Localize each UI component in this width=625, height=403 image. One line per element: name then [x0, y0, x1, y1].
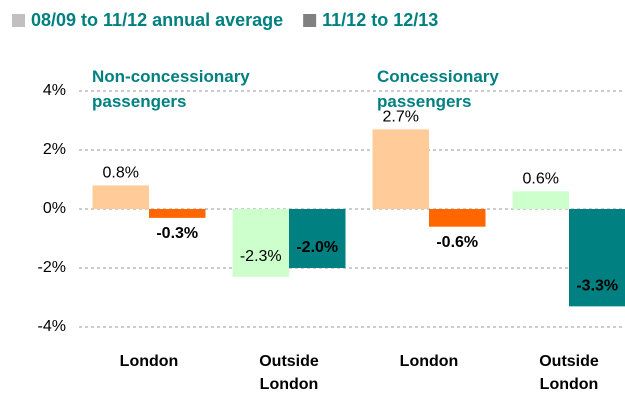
- bar: [569, 209, 625, 307]
- y-tick-label: 4%: [43, 82, 66, 99]
- y-tick-label: 2%: [43, 141, 66, 158]
- value-label: -3.3%: [576, 278, 618, 295]
- x-tick-label: Outside London: [259, 353, 319, 393]
- x-tick-label: Outside London: [539, 353, 599, 393]
- value-label: -0.6%: [436, 234, 478, 251]
- bar: [289, 209, 346, 268]
- y-tick-label: -4%: [38, 318, 66, 335]
- bar: [92, 185, 149, 209]
- bar: [429, 209, 486, 227]
- x-tick-label: London: [399, 353, 459, 370]
- legend-label: 11/12 to 12/13: [322, 10, 438, 30]
- bar: [149, 209, 206, 218]
- y-tick-label: -2%: [38, 259, 66, 276]
- value-label: 0.6%: [523, 171, 559, 188]
- value-label: -2.0%: [296, 239, 338, 256]
- value-label: 0.8%: [103, 165, 139, 182]
- legend-label: 08/09 to 11/12 annual average: [31, 10, 283, 30]
- x-tick-label: London: [119, 353, 179, 370]
- legend-swatch: [303, 14, 317, 27]
- annotation: Non-concessionary passengers: [92, 67, 250, 111]
- annotation: Concessionary passengers: [377, 67, 499, 111]
- bar: [512, 191, 569, 209]
- legend-swatch: [12, 14, 25, 27]
- bar: [232, 209, 289, 277]
- value-label: 2.7%: [383, 109, 419, 126]
- value-label: -0.3%: [156, 225, 198, 242]
- value-label: -2.3%: [240, 248, 282, 265]
- y-tick-label: 0%: [43, 200, 66, 217]
- bar: [372, 129, 429, 209]
